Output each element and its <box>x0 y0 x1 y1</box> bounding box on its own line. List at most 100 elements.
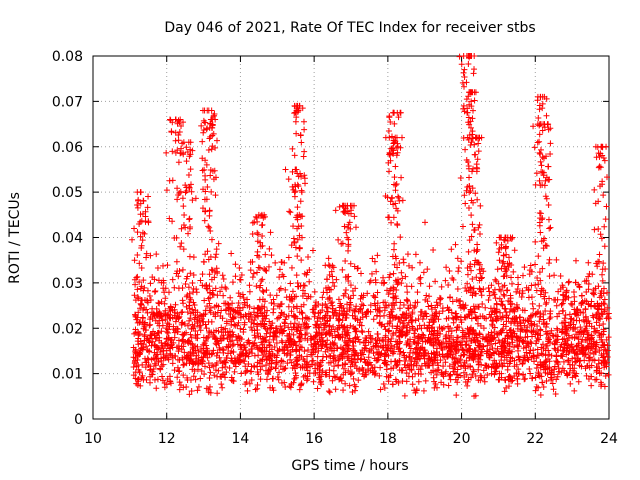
data-point <box>434 384 441 391</box>
data-point <box>290 331 297 338</box>
data-point <box>402 273 409 280</box>
data-point <box>371 364 378 371</box>
data-point <box>547 140 554 147</box>
data-point <box>385 341 392 348</box>
data-point <box>540 384 547 391</box>
data-point <box>570 289 577 296</box>
data-point <box>403 324 410 331</box>
data-point <box>256 360 263 367</box>
data-point <box>175 348 182 355</box>
data-point <box>264 307 271 314</box>
data-point <box>482 304 489 311</box>
data-point <box>464 382 471 389</box>
data-point <box>527 339 534 346</box>
data-point <box>331 283 338 290</box>
data-point <box>463 357 470 364</box>
data-point <box>175 137 182 144</box>
data-point <box>404 251 411 258</box>
data-point <box>282 339 289 346</box>
data-point <box>461 314 468 321</box>
data-point <box>293 303 300 310</box>
data-point <box>311 334 318 341</box>
data-point <box>461 74 468 81</box>
data-point <box>176 386 183 393</box>
data-point <box>204 107 211 114</box>
data-point <box>196 323 203 330</box>
data-point <box>558 301 565 308</box>
data-point <box>412 354 419 361</box>
data-point <box>462 285 469 292</box>
data-point <box>409 323 416 330</box>
data-point <box>192 355 199 362</box>
data-point <box>392 163 399 170</box>
data-point <box>141 284 148 291</box>
data-point <box>287 320 294 327</box>
data-point <box>507 327 514 334</box>
data-point <box>134 294 141 301</box>
data-point <box>312 321 319 328</box>
data-point <box>147 280 154 287</box>
data-point <box>290 235 297 242</box>
data-point <box>231 355 238 362</box>
data-point <box>169 148 176 155</box>
data-point <box>562 340 569 347</box>
data-point <box>486 354 493 361</box>
data-point <box>454 379 461 386</box>
x-tick-label: 14 <box>232 431 250 447</box>
data-point <box>462 341 469 348</box>
data-point <box>300 118 307 125</box>
data-point <box>601 157 608 164</box>
data-point <box>401 317 408 324</box>
data-point <box>199 282 206 289</box>
data-point <box>276 274 283 281</box>
data-point <box>565 357 572 364</box>
data-point <box>211 372 218 379</box>
data-point <box>597 290 604 297</box>
data-point <box>346 382 353 389</box>
data-point <box>223 318 230 325</box>
data-point <box>278 259 285 266</box>
data-point <box>528 294 535 301</box>
data-point <box>228 322 235 329</box>
data-point <box>533 170 540 177</box>
data-point <box>454 285 461 292</box>
data-point <box>324 337 331 344</box>
data-point <box>153 385 160 392</box>
data-point <box>151 276 158 283</box>
data-point <box>539 215 546 222</box>
data-point <box>242 347 249 354</box>
data-point <box>514 274 521 281</box>
data-point <box>542 193 549 200</box>
data-point <box>551 340 558 347</box>
data-point <box>508 300 515 307</box>
data-point <box>221 358 228 365</box>
data-point <box>507 305 514 312</box>
data-point <box>515 347 522 354</box>
data-point <box>248 368 255 375</box>
data-point <box>144 309 151 316</box>
data-point <box>223 306 230 313</box>
data-point <box>465 60 472 67</box>
data-point <box>218 381 225 388</box>
data-point <box>297 198 304 205</box>
data-point <box>343 314 350 321</box>
data-point <box>254 229 261 236</box>
data-point <box>602 266 609 273</box>
x-tick-label: 20 <box>453 431 471 447</box>
data-point <box>376 372 383 379</box>
data-point <box>595 225 602 232</box>
data-point <box>423 313 430 320</box>
data-point <box>492 340 499 347</box>
data-point <box>322 301 329 308</box>
data-point <box>375 343 382 350</box>
data-point <box>300 282 307 289</box>
data-point <box>313 329 320 336</box>
data-point <box>428 316 435 323</box>
data-point <box>564 337 571 344</box>
data-point <box>419 344 426 351</box>
data-point <box>443 315 450 322</box>
data-point <box>538 373 545 380</box>
data-point <box>519 360 526 367</box>
y-tick-labels: 00.010.020.030.040.050.060.070.08 <box>52 49 83 428</box>
data-point <box>294 236 301 243</box>
